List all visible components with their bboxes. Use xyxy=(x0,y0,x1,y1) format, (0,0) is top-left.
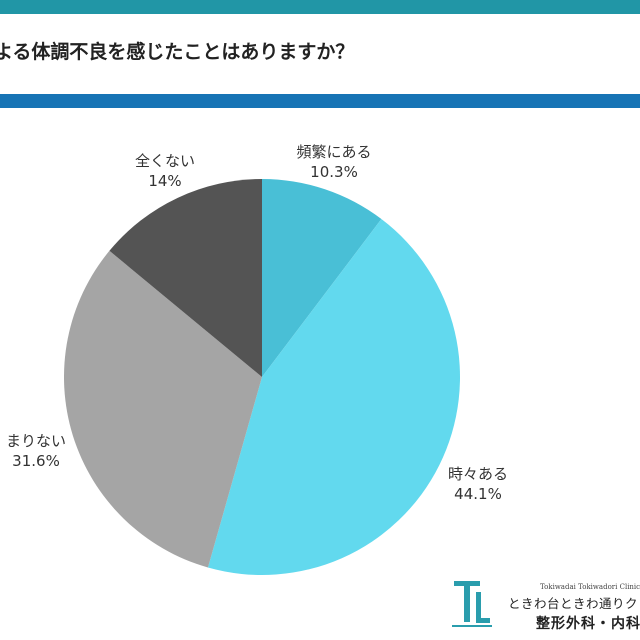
pie-slice-2 xyxy=(207,219,460,576)
top-accent-bar xyxy=(0,0,640,14)
slice-value-label-1: 10.3% xyxy=(310,163,358,181)
clinic-departments: 整形外科・内科 xyxy=(536,616,640,632)
page-title: よる体調不良を感じたことはありますか？ xyxy=(0,41,355,63)
slice-label-4: 全くない xyxy=(135,152,195,170)
slice-label-3: まりない xyxy=(6,432,66,450)
clinic-name-english: Tokiwadai Tokiwadori Clinic xyxy=(540,583,640,591)
title-underline-bar xyxy=(0,94,640,108)
slice-label-1: 頻繁にある xyxy=(296,143,371,161)
clinic-name-japanese: ときわ台ときわ通りクリニ xyxy=(508,596,640,611)
pie-slice-4 xyxy=(109,179,262,377)
clinic-logo: Tokiwadai Tokiwadori Clinic ときわ台ときわ通りクリニ… xyxy=(452,578,640,640)
pie-slice-3 xyxy=(63,250,262,568)
pie-slice-1 xyxy=(262,179,382,377)
slice-value-label-3: 31.6% xyxy=(12,452,60,470)
slice-label-2: 時々ある xyxy=(448,465,508,483)
clinic-logo-mark-icon xyxy=(452,581,492,627)
slice-value-label-2: 44.1% xyxy=(454,485,502,503)
slice-value-label-4: 14% xyxy=(148,172,181,190)
